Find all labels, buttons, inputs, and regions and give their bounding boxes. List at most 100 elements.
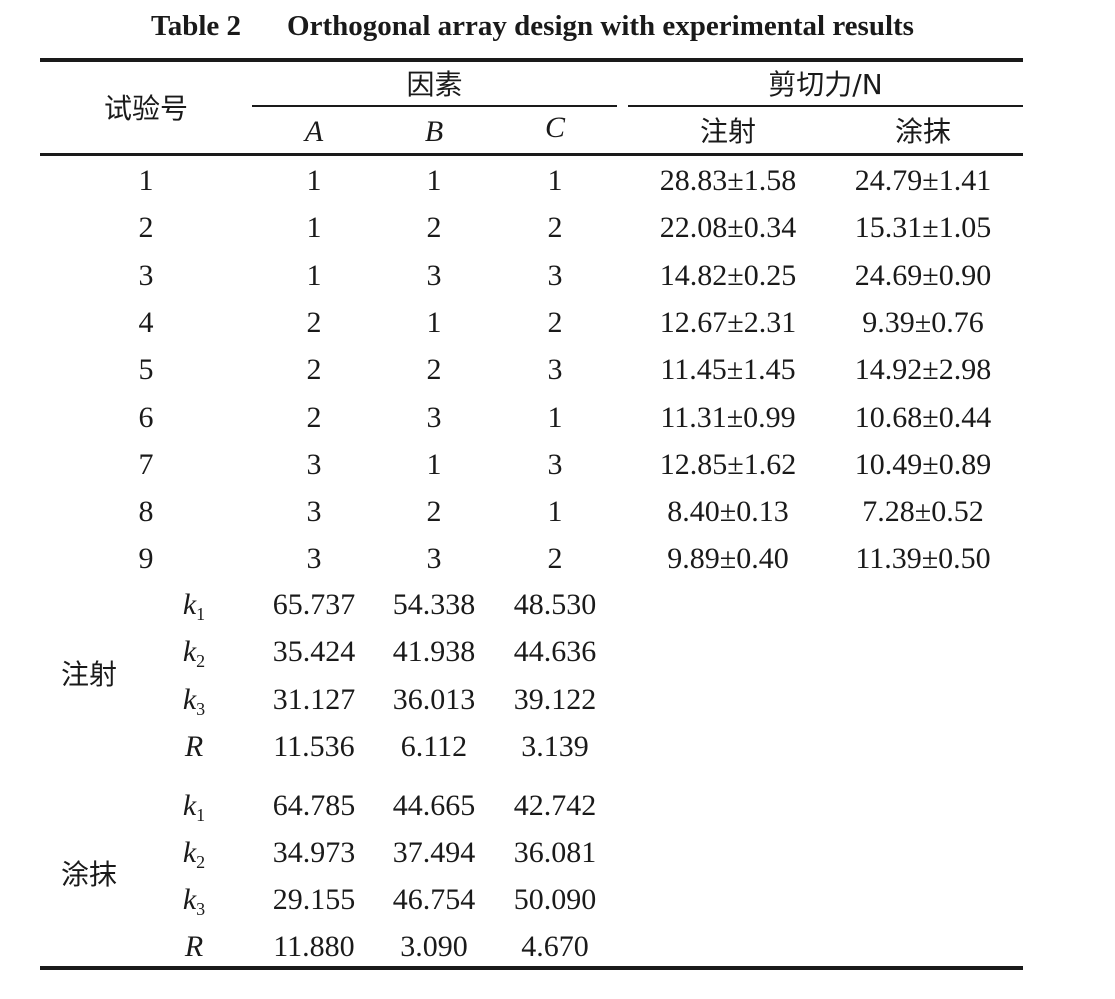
cell-trial-no: 4 (138, 305, 154, 339)
cell-factor-b: 2 (426, 495, 442, 529)
cell-smear: 15.31±1.05 (854, 211, 992, 245)
analysis-stat-symbol: R (164, 932, 224, 962)
analysis-method-label: 注射 (60, 658, 117, 691)
cell-inject: 14.82±0.25 (659, 258, 797, 292)
analysis-value-a: 11.536 (273, 729, 355, 763)
cell-smear: 9.39±0.76 (862, 305, 984, 339)
analysis-value-c: 50.090 (513, 883, 597, 916)
cell-inject: 11.45±1.45 (660, 353, 796, 387)
cell-factor-c: 2 (547, 305, 563, 339)
cell-inject: 28.83±1.58 (659, 164, 797, 197)
stat-symbol-index: 1 (196, 805, 206, 825)
cell-factor-b: 2 (426, 353, 442, 387)
analysis-stat-symbol: k2 (164, 637, 224, 676)
cell-trial-no: 1 (138, 164, 154, 197)
cell-trial-no: 9 (138, 542, 154, 576)
cell-trial-no: 7 (138, 447, 154, 481)
analysis-value-b: 54.338 (392, 588, 476, 621)
analysis-value-c: 3.139 (521, 729, 589, 763)
stat-symbol-letter: k (182, 836, 197, 869)
stat-symbol-letter: k (182, 588, 197, 621)
stat-symbol-letter: R (184, 930, 204, 963)
analysis-value-a: 31.127 (272, 682, 356, 716)
cell-smear: 7.28±0.52 (862, 495, 984, 529)
cell-factor-b: 1 (426, 164, 442, 197)
caption-title: Orthogonal array design with experimenta… (287, 10, 914, 42)
top-rule (40, 58, 1023, 62)
analysis-value-b: 37.494 (392, 836, 476, 869)
cell-factor-c: 1 (547, 495, 563, 529)
header-factor-b: B (424, 115, 444, 148)
cell-factor-a: 2 (306, 305, 322, 339)
analysis-method-label: 涂抹 (60, 858, 117, 891)
header-factor-a: A (304, 115, 324, 148)
analysis-stat-symbol: R (164, 729, 224, 763)
header-shear-force: 剪切力/N (768, 68, 883, 101)
analysis-value-b: 46.754 (392, 883, 476, 916)
header-factors: 因素 (406, 68, 463, 101)
cell-factor-c: 1 (547, 400, 563, 434)
analysis-value-c: 42.742 (513, 789, 597, 822)
cell-smear: 14.92±2.98 (854, 353, 992, 387)
analysis-value-a: 29.155 (272, 883, 356, 916)
cell-trial-no: 3 (138, 258, 154, 292)
analysis-value-b: 6.112 (400, 729, 468, 763)
shear-underline (628, 105, 1023, 107)
cell-factor-a: 1 (306, 164, 322, 197)
cell-factor-c: 1 (547, 164, 563, 197)
cell-factor-b: 1 (426, 305, 442, 339)
analysis-value-a: 64.785 (272, 789, 356, 822)
cell-factor-a: 1 (306, 211, 322, 245)
table-caption: Table 2 Orthogonal array design with expe… (0, 10, 1065, 43)
cell-factor-b: 3 (426, 400, 442, 434)
header-factor-c: C (544, 111, 565, 144)
cell-factor-b: 2 (426, 211, 442, 245)
analysis-value-a: 35.424 (272, 635, 356, 669)
cell-factor-a: 3 (306, 542, 322, 576)
stat-symbol-index: 3 (196, 899, 206, 919)
cell-smear: 24.69±0.90 (854, 258, 992, 292)
analysis-value-b: 3.090 (400, 930, 468, 963)
stat-symbol-index: 2 (196, 651, 206, 672)
header-trial-no: 试验号 (103, 92, 188, 125)
stat-symbol-letter: k (182, 635, 197, 669)
cell-inject: 8.40±0.13 (667, 495, 789, 529)
cell-smear: 10.49±0.89 (854, 447, 992, 481)
cell-smear: 24.79±1.41 (854, 164, 992, 197)
bottom-rule (40, 966, 1023, 970)
analysis-stat-symbol: k3 (164, 885, 224, 924)
analysis-value-a: 34.973 (272, 836, 356, 869)
cell-trial-no: 5 (138, 353, 154, 387)
stat-symbol-index: 1 (196, 604, 206, 624)
caption-label: Table 2 (151, 10, 242, 42)
stat-symbol-letter: k (182, 883, 197, 916)
analysis-stat-symbol: k1 (164, 791, 224, 830)
analysis-value-c: 44.636 (513, 635, 597, 669)
cell-factor-c: 2 (547, 211, 563, 245)
analysis-value-c: 39.122 (513, 682, 597, 716)
header-method-inject: 注射 (699, 115, 756, 148)
analysis-value-a: 11.880 (273, 930, 355, 963)
cell-factor-b: 3 (426, 258, 442, 292)
cell-smear: 11.39±0.50 (855, 542, 991, 576)
cell-factor-a: 1 (306, 258, 322, 292)
cell-factor-b: 1 (426, 447, 442, 481)
cell-factor-c: 3 (547, 353, 563, 387)
cell-factor-c: 2 (547, 542, 563, 576)
cell-inject: 11.31±0.99 (660, 400, 796, 434)
stat-symbol-letter: k (182, 789, 197, 822)
cell-factor-a: 3 (306, 447, 322, 481)
cell-factor-c: 3 (547, 447, 563, 481)
analysis-value-c: 4.670 (521, 930, 589, 963)
stat-symbol-letter: k (182, 682, 197, 716)
cell-inject: 9.89±0.40 (667, 542, 789, 576)
analysis-value-c: 36.081 (513, 836, 597, 869)
analysis-value-b: 41.938 (392, 635, 476, 669)
stat-symbol-letter: R (184, 729, 204, 763)
cell-factor-c: 3 (547, 258, 563, 292)
cell-factor-a: 2 (306, 400, 322, 434)
cell-trial-no: 2 (138, 211, 154, 245)
analysis-stat-symbol: k2 (164, 838, 224, 877)
cell-inject: 12.85±1.62 (659, 447, 797, 481)
stat-symbol-index: 2 (196, 852, 206, 872)
